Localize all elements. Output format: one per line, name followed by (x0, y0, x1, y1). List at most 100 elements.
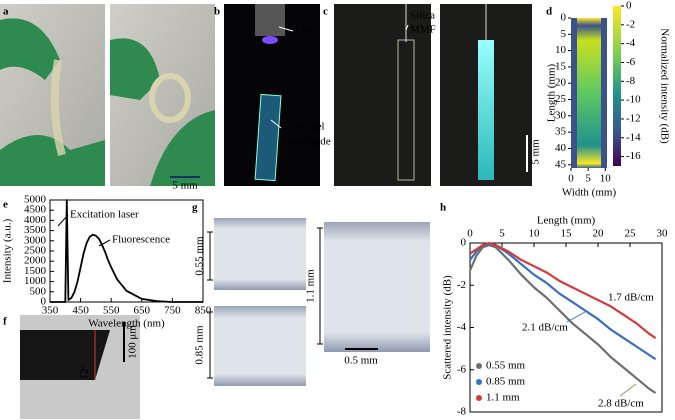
scale-bar-label: 5 mm (172, 180, 198, 192)
glove (0, 18, 105, 187)
light (262, 36, 278, 44)
film (50, 59, 66, 157)
photo (334, 4, 431, 186)
scale-bar-label: 0.5 mm (344, 355, 378, 367)
legend-label: 0.55 mm (486, 360, 526, 372)
scale-bar-label: 5 mm (530, 139, 542, 165)
y-tick-label: 0 (41, 296, 47, 308)
y-tick-label: 35 (555, 126, 567, 138)
y-tick-label: 10 (555, 44, 567, 56)
y-tick-label: -6 (457, 363, 467, 375)
glove (110, 38, 215, 187)
panel-label: f (3, 316, 7, 328)
y-tick-label: 5 (561, 28, 567, 40)
panel-label: g (192, 202, 198, 214)
y-tick-label: 20 (555, 77, 567, 89)
x-tick-label: 10 (600, 173, 612, 185)
panel-label: b (214, 6, 220, 18)
y-tick-label: -2 (457, 279, 466, 291)
legend-marker (476, 363, 482, 369)
annotation: 1.7 dB/cm (608, 292, 654, 304)
x-axis-label: Length (mm) (537, 215, 596, 227)
photo (214, 218, 306, 290)
x-tick-label: 10 (529, 228, 541, 240)
annotation: 0.85 mm (194, 325, 206, 365)
y-tick-label: 5000 (24, 194, 47, 206)
y-tick-label: 1000 (24, 275, 47, 287)
y-tick-label: 0 (561, 12, 567, 24)
arrow (566, 311, 586, 323)
colorbar-tick-label: -6 (626, 56, 636, 68)
panel-label: e (3, 199, 8, 211)
colorbar-label: Normalized intensity (dB) (658, 28, 670, 144)
y-tick-label: 500 (30, 285, 47, 297)
colorbar-tick-label: -4 (626, 37, 636, 49)
arrow (619, 383, 637, 397)
colorbar-tick-label: -2 (626, 18, 635, 30)
waveguide (478, 40, 494, 180)
colorbar (613, 6, 621, 166)
y-tick-label: 3000 (24, 234, 47, 246)
y-tick-label: 2000 (24, 255, 47, 267)
y-tick-label: -4 (457, 321, 467, 333)
y-tick-label: 0 (461, 237, 467, 249)
y-tick-label: 25 (555, 93, 567, 105)
y-tick-label: 2500 (24, 245, 47, 257)
colorbar-tick-label: 0 (626, 0, 632, 12)
brackets (123, 24, 528, 379)
x-tick-label: 350 (42, 305, 59, 317)
annotation: 12° (77, 363, 91, 380)
annotation: Excitation laser (70, 209, 139, 221)
legend-label: 1.1 mm (486, 392, 520, 404)
colorbar-tick-label: -16 (626, 150, 641, 162)
annotation: 2.1 dB/cm (522, 322, 568, 334)
data-line (468, 244, 657, 394)
x-tick-label: 550 (103, 305, 120, 317)
colorbar-tick-label: -14 (626, 131, 641, 143)
annotation: waveguide (283, 136, 331, 148)
x-tick-label: 450 (72, 305, 89, 317)
data-line (50, 199, 203, 303)
arrow (57, 214, 69, 227)
x-tick-label: 850 (195, 305, 212, 317)
waveguide (254, 93, 282, 182)
colorbar-tick-label: -12 (626, 112, 641, 124)
legend-marker (476, 395, 482, 401)
annotation: 0.55 mm (194, 236, 206, 276)
y-tick-label: 4000 (24, 214, 47, 226)
x-axis-label: Width (mm) (562, 187, 617, 199)
annotation: MMF (410, 24, 436, 36)
panel-label: a (3, 6, 9, 18)
y-tick-label: 1500 (24, 265, 47, 277)
x-tick-label: 5 (585, 173, 591, 185)
y-tick-label: 3500 (24, 224, 47, 236)
fiber-tip (20, 330, 110, 380)
y-tick-label: 4500 (24, 204, 47, 216)
panel-label: d (546, 6, 552, 18)
data-line (469, 241, 657, 340)
lens (255, 4, 285, 36)
legend-marker (476, 379, 482, 385)
y-tick-label: 15 (555, 60, 567, 72)
ring (149, 73, 191, 123)
colorbar-tick-label: -8 (626, 75, 636, 87)
annotation: Lens (295, 25, 316, 37)
annotation: Fluorescence (112, 234, 170, 246)
annotation: Hydrogel (283, 121, 325, 133)
annotation: 2.8 dB/cm (598, 398, 644, 410)
x-tick-label: 20 (593, 228, 605, 240)
y-axis-label: Intensity (a.u.) (2, 218, 14, 283)
y-tick-label: 30 (555, 109, 567, 121)
x-tick-label: 0 (568, 173, 574, 185)
y-tick-label: 45 (555, 158, 567, 170)
arrow (98, 239, 111, 247)
annotation: 1.1 mm (305, 269, 317, 303)
legend-label: 0.85 mm (486, 376, 526, 388)
y-tick-label: 40 (555, 142, 567, 154)
y-axis-label: Length (mm) (546, 63, 558, 122)
x-axis-label: Wavelength (nm) (88, 318, 165, 330)
x-tick-label: 15 (561, 228, 573, 240)
x-tick-label: 0 (467, 228, 473, 240)
photo (214, 306, 306, 386)
